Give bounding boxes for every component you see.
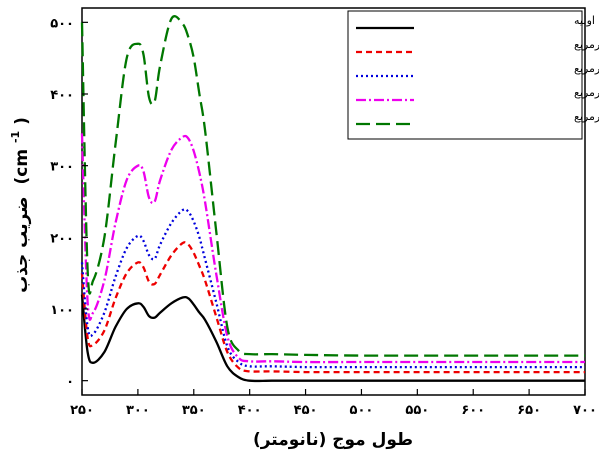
x-tick-label: ۶۵۰ [517,403,541,418]
legend-box [347,10,583,140]
legend-label-5: ۵۰ ژول بر سانتی‌مترمربع [574,110,599,123]
series-line-2 [80,241,585,374]
series-layer [80,15,585,383]
y-tick-label: ۳۰۰ [50,160,74,175]
series-line-5 [80,15,585,357]
y-axis-unit-exponent: -1 [9,131,22,143]
x-tick-label: ۷۰۰ [573,403,597,418]
y-tick-label: ۵۰۰ [50,16,74,31]
x-tick-label: ۶۰۰ [461,403,485,418]
x-axis-ticks: ۲۵۰ ۳۰۰ ۳۵۰ ۴۰۰ ۴۵۰ ۵۰۰ ۵۵۰ ۶۰۰ ۶۵۰ ۷۰۰ [70,389,597,418]
x-tick-label: ۵۵۰ [405,403,429,418]
y-axis-unit: (cm [12,149,32,185]
y-axis-title-text: ضریب جذب [12,196,32,292]
series-line-3 [80,208,585,369]
legend-entries: نمونه اولیه ۲۰ ژول بر سانتی‌مترمربع ۳۰ ژول… [356,14,599,126]
legend-label-2: ۲۰ ژول بر سانتی‌مترمربع [574,38,599,51]
plot-frame [81,7,586,396]
y-axis-ticks: ۰ ۱۰۰ ۲۰۰ ۳۰۰ ۴۰۰ ۵۰۰ [50,16,88,390]
x-tick-label: ۳۵۰ [182,403,206,418]
y-axis-title: ضریب جذب (cm -1 ) [4,117,32,293]
x-tick-label: ۴۰۰ [238,403,262,418]
x-tick-label: ۲۵۰ [70,403,94,418]
y-axis-unit-close: ) [12,117,32,125]
y-tick-label: ۰ [66,375,74,390]
x-tick-label: ۴۵۰ [294,403,318,418]
legend-label-1: نمونه اولیه [574,14,599,27]
legend-label-3: ۳۰ ژول بر سانتی‌مترمربع [574,62,599,75]
y-tick-label: ۱۰۰ [50,303,74,318]
svg-text:ضریب جذب (cm -1: ضریب جذب (cm -1 ) [4,117,32,293]
x-tick-label: ۳۰۰ [126,403,150,418]
x-axis-title: طول موج (نانومتر) [253,430,413,450]
series-line-4 [80,133,585,364]
x-tick-label: ۵۰۰ [350,403,374,418]
y-tick-label: ۴۰۰ [50,88,74,103]
legend-label-4: ۴۰ ژول بر سانتی‌مترمربع [574,86,599,99]
series-line-1 [80,294,585,383]
y-tick-label: ۲۰۰ [50,231,74,246]
legend: نمونه اولیه ۲۰ ژول بر سانتی‌مترمربع ۳۰ ژول… [347,10,599,140]
